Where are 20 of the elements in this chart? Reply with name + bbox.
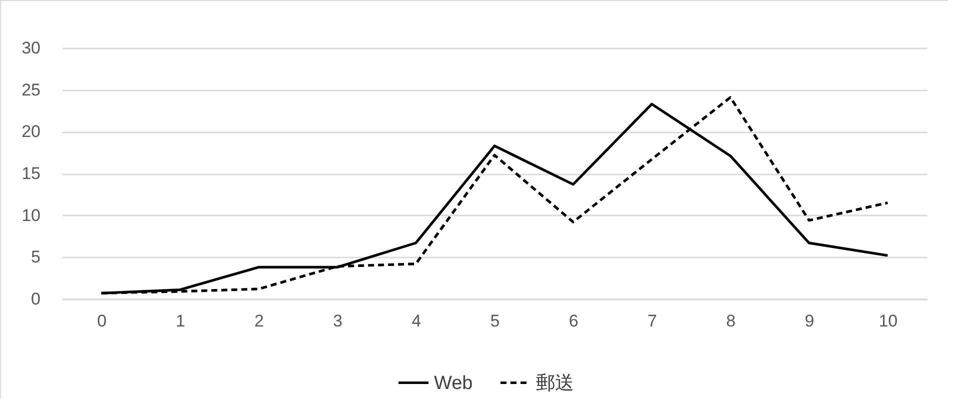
x-tick-label: 2 bbox=[254, 312, 264, 330]
x-tick-label: 6 bbox=[568, 312, 578, 330]
y-tick-label: 10 bbox=[22, 206, 40, 225]
x-tick-label: 3 bbox=[332, 312, 342, 330]
y-tick-label: 5 bbox=[31, 248, 40, 267]
x-tick-label: 0 bbox=[97, 312, 107, 330]
x-tick-label: 4 bbox=[412, 312, 422, 330]
y-tick-label: 15 bbox=[22, 164, 40, 183]
x-tick-label: 7 bbox=[648, 312, 658, 330]
y-tick-label: 20 bbox=[22, 122, 40, 142]
y-tick-label: 30 bbox=[22, 38, 40, 58]
x-tick-label: 8 bbox=[726, 312, 736, 330]
legend-label: Web bbox=[434, 372, 473, 394]
x-tick-label: 10 bbox=[878, 312, 898, 330]
legend-label: 郵送 bbox=[536, 372, 574, 394]
y-tick-label: 25 bbox=[22, 80, 40, 100]
x-tick-label: 1 bbox=[176, 312, 186, 330]
x-tick-label: 9 bbox=[804, 312, 814, 330]
y-tick-label: 0 bbox=[31, 290, 40, 308]
x-tick-label: 5 bbox=[490, 312, 500, 330]
